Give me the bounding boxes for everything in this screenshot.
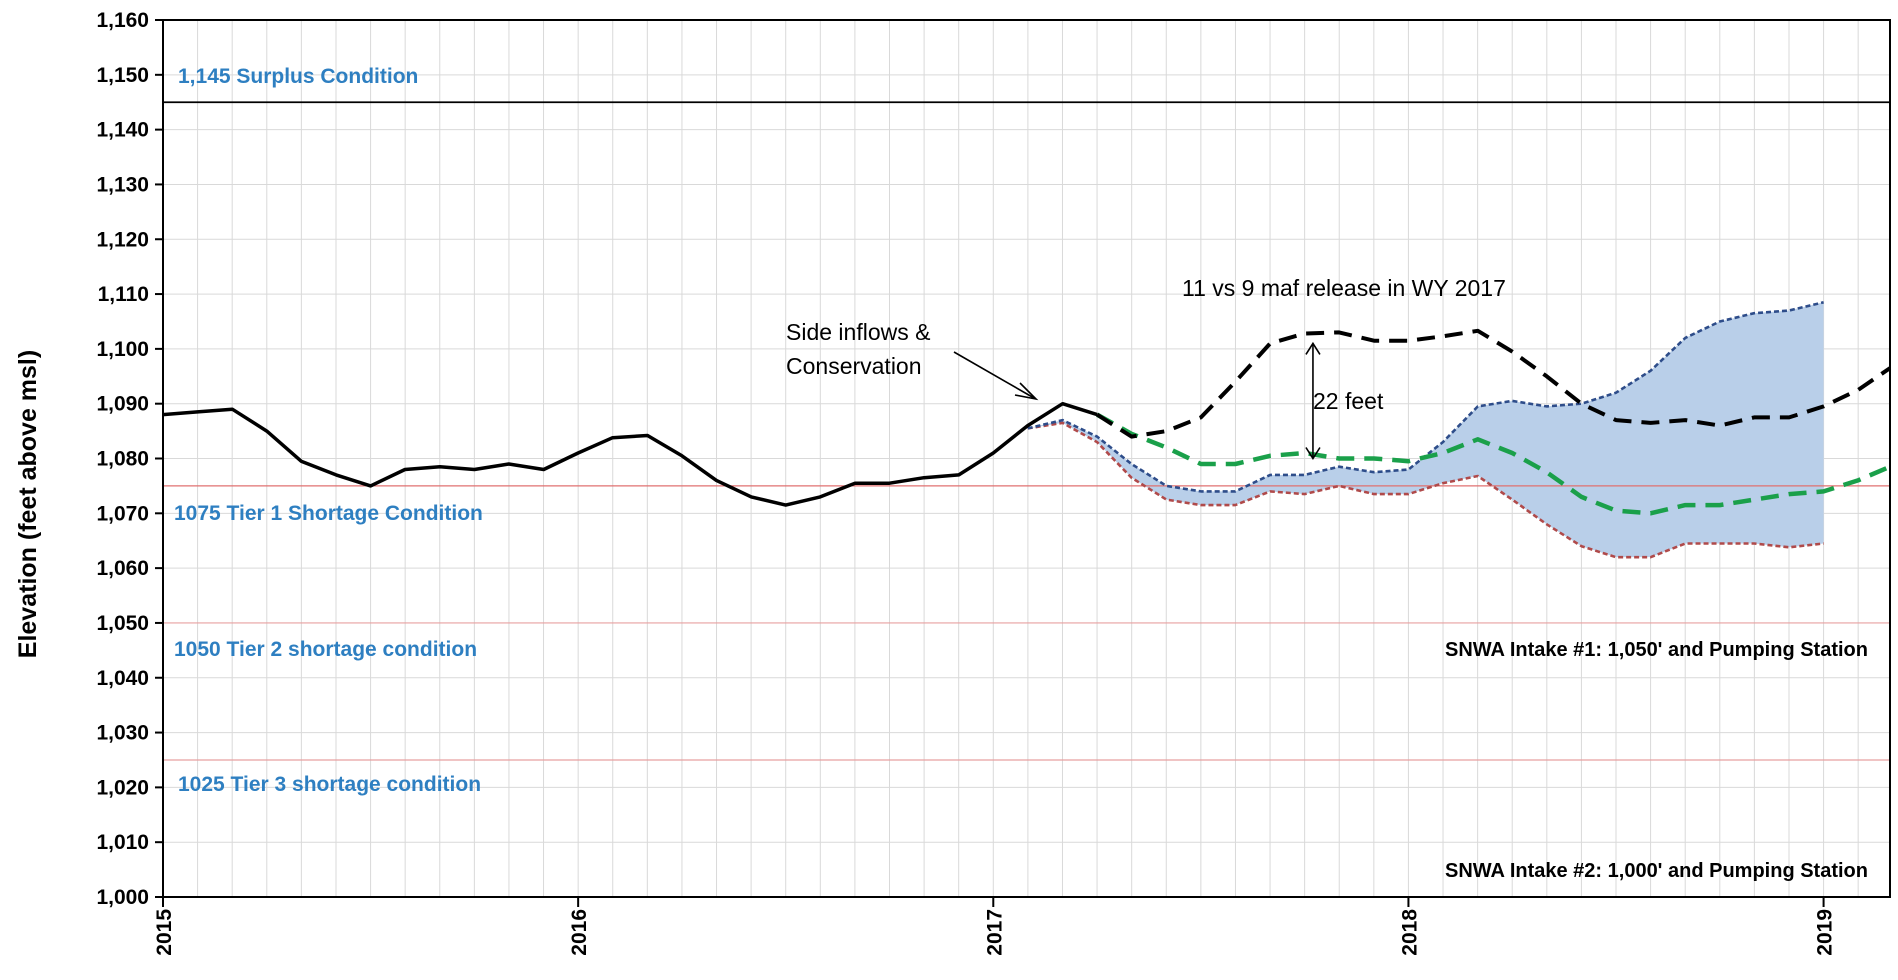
x-tick-label: 2016 — [568, 909, 591, 956]
y-tick-label: 1,160 — [96, 9, 149, 32]
projection-range-band — [1027, 302, 1824, 558]
release-annotation: 11 vs 9 maf release in WY 2017 — [1182, 275, 1506, 301]
gap-arrow-head-top — [1305, 341, 1321, 355]
x-tick-label: 2017 — [983, 909, 1006, 956]
y-tick-label: 1,040 — [96, 667, 149, 690]
y-tick-label: 1,150 — [96, 64, 149, 87]
elevation-series — [162, 301, 1892, 559]
threshold-label-surplus: 1,145 Surplus Condition — [178, 65, 418, 88]
threshold-label-tier3: 1025 Tier 3 shortage condition — [178, 773, 481, 796]
side-inflows-arrow — [953, 351, 1039, 401]
y-tick-label: 1,080 — [96, 448, 149, 471]
intake-1-label: SNWA Intake #1: 1,050' and Pumping Stati… — [1445, 639, 1868, 661]
series-line-dotted-red — [1027, 421, 1824, 559]
threshold-label-tier2: 1050 Tier 2 shortage condition — [174, 638, 477, 661]
x-tick-label: 2015 — [153, 909, 176, 956]
y-tick-label: 1,070 — [96, 502, 149, 525]
intake-2-label: SNWA Intake #2: 1,000' and Pumping Stati… — [1445, 860, 1868, 882]
y-tick-labels: 1,000 1,010 1,020 1,030 1,040 1,050 1,060 1,070… — [96, 9, 149, 909]
y-tick-label: 1,100 — [96, 338, 149, 361]
x-tick-label: 2018 — [1398, 909, 1421, 956]
y-tick-label: 1,010 — [96, 831, 149, 854]
threshold-label-tier1: 1075 Tier 1 Shortage Condition — [174, 502, 483, 525]
series-line-dashed-black — [1096, 328, 1892, 439]
y-tick-label: 1,020 — [96, 776, 149, 799]
range-band-area — [1027, 302, 1824, 558]
y-tick-label: 1,090 — [96, 393, 149, 416]
y-axis-label: Elevation (feet above msl) — [14, 350, 42, 658]
gap-arrow — [1305, 341, 1321, 460]
side-inflows-annotation-line2: Conservation — [786, 353, 922, 379]
series-line-dashed-green — [1096, 412, 1891, 516]
y-tick-label: 1,000 — [96, 886, 149, 909]
threshold-lines — [163, 101, 1890, 761]
gap-annotation: 22 feet — [1313, 388, 1384, 414]
side-inflows-annotation-line1: Side inflows & — [786, 319, 930, 345]
y-tick-label: 1,140 — [96, 119, 149, 142]
y-tick-label: 1,110 — [98, 283, 149, 306]
y-tick-label: 1,050 — [96, 612, 149, 635]
chart-axes — [155, 19, 1891, 907]
y-tick-label: 1,130 — [96, 173, 149, 196]
x-tick-labels: 2015 2016 2017 2018 2019 — [153, 909, 1837, 956]
y-tick-label: 1,120 — [96, 228, 149, 251]
gap-arrow-head-bottom — [1305, 447, 1321, 460]
x-tick-label: 2019 — [1814, 909, 1837, 956]
y-tick-label: 1,060 — [96, 557, 149, 580]
chart-grid — [163, 19, 1890, 897]
y-tick-label: 1,030 — [96, 722, 149, 745]
series-line-solid-black — [162, 401, 1098, 507]
